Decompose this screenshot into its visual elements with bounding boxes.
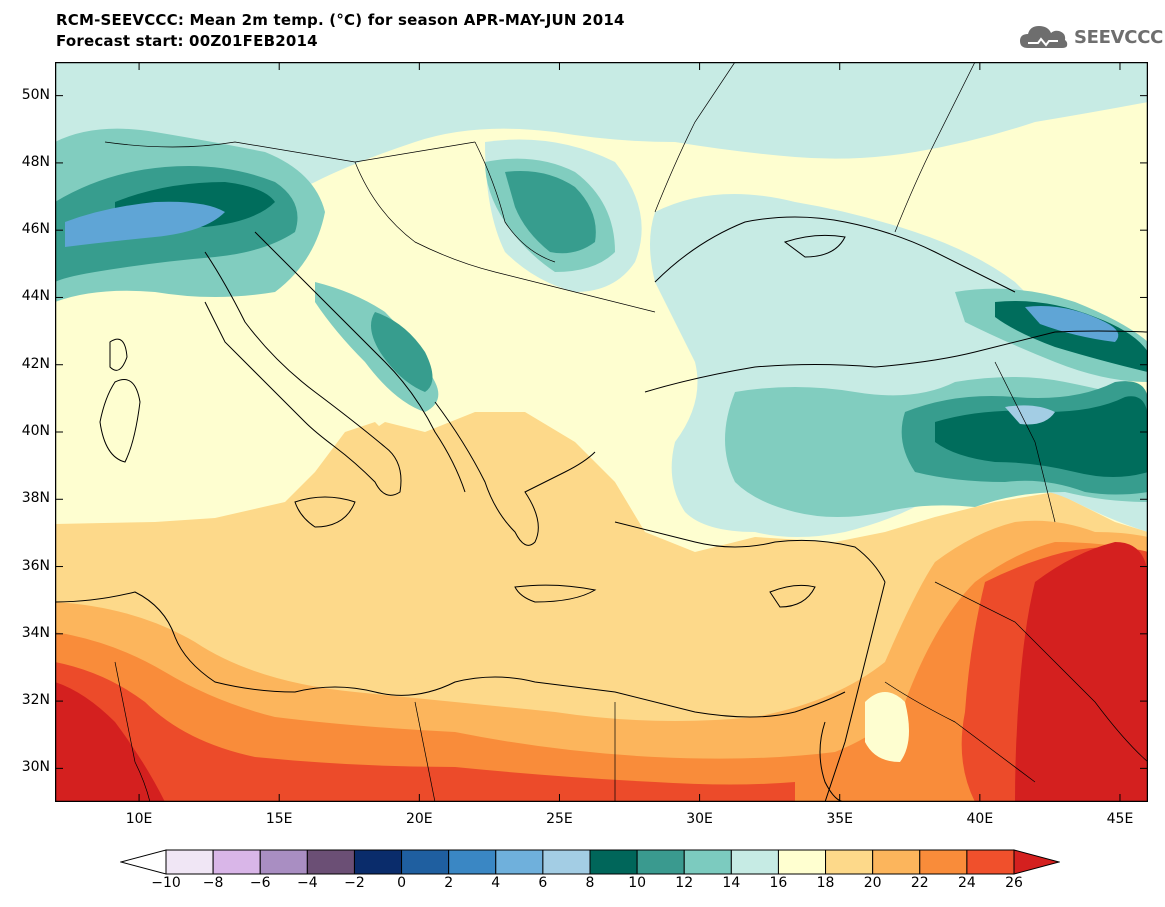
lon-label: 45E [1106,811,1134,827]
lon-label: 10E [125,811,153,827]
field-28-east [1015,542,1148,802]
lat-label: 40N [21,423,50,439]
lat-label: 50N [21,86,50,103]
colorbar-swatch [259,849,308,875]
lat-label: 48N [21,153,50,170]
colorbar-swatch [495,849,544,875]
lat-label: 42N [21,355,50,372]
colorbar-swatch [353,849,403,875]
temperature-map[interactable] [55,62,1148,802]
colorbar-label: 18 [816,875,835,891]
field-8-10-caucasus [995,301,1148,372]
colorbar-label: 6 [538,875,548,891]
field-8-10-anatolia [935,396,1148,477]
colorbar-swatch [919,849,968,875]
colorbar-label: 26 [1005,875,1023,891]
lat-label: 46N [21,221,50,238]
colorbar-label: 4 [491,875,501,891]
map-title: RCM-SEEVCCC: Mean 2m temp. (°C) for seas… [56,11,625,29]
colorbar-swatch [448,849,497,875]
lat-label: 34N [21,624,50,641]
colorbar-label: −4 [297,875,318,891]
colorbar-label: 12 [675,875,694,891]
field-28-west [55,682,165,802]
lon-label: 30E [686,811,713,827]
colorbar-swatch [212,849,261,875]
colorbar-label: 20 [863,875,882,891]
lon-label: 20E [405,811,433,827]
borders [104,62,1148,802]
colorbar-swatch [777,849,827,875]
field-10-12-carpathians [505,171,596,254]
lon-label: 15E [265,811,293,827]
colorbar-label: −10 [151,875,181,891]
colorbar-label: 8 [585,875,595,891]
field-6-8-alps [65,201,225,247]
forecast-start-label: Forecast start: 00Z01FEB2014 [56,32,318,50]
lat-label: 38N [21,490,50,507]
colorbar-label: 16 [769,875,788,891]
colorbar-label: 22 [910,875,929,891]
colorbar-label: 14 [722,875,741,891]
colorbar-label: −2 [344,875,365,891]
colorbar-label: −6 [249,875,271,891]
lon-label: 25E [546,811,573,827]
colorbar-swatch [683,849,732,875]
field-6-8-anatolia [1005,405,1055,425]
colorbar-swatch [542,849,591,875]
seevccc-logo: SEEVCCC [1018,22,1163,52]
cloud-icon [1020,26,1068,48]
colorbar-high-triangle [1013,849,1060,875]
colorbar-low-triangle [120,849,167,875]
field-20-med [55,422,895,712]
colorbar-swatch [966,849,1015,875]
lat-label: 32N [21,692,50,709]
colorbar-label: 2 [444,875,454,891]
colorbar [120,849,1060,875]
colorbar-swatch [165,849,214,875]
lon-label: 35E [826,811,854,827]
axis-ticks [55,62,1148,802]
colorbar-swatch [636,849,685,875]
colorbar-label: 0 [397,875,406,891]
field-10-12-balkans [371,312,433,392]
colorbar-swatch [872,849,921,875]
field-26-28-south [55,662,795,802]
coastlines [55,216,1148,802]
colorbar-swatch [401,849,450,875]
colorbar-swatch [589,849,638,875]
colorbar-label: 24 [957,875,976,891]
colorbar-label: −8 [202,875,224,891]
field-14-16-europe [55,62,1148,262]
colorbar-label: 10 [628,875,647,891]
lat-label: 44N [21,288,50,305]
colorbar-swatch [825,849,874,875]
lon-label: 40E [966,811,994,827]
logo-text: SEEVCCC [1074,26,1164,48]
field-18-levant [865,692,909,762]
map-canvas [55,62,1148,802]
colorbar-swatch [306,849,355,875]
lat-label: 36N [21,557,50,574]
field-6-8-caucasus [1025,306,1119,342]
colorbar-swatch [730,849,779,875]
lat-label: 30N [21,759,50,776]
